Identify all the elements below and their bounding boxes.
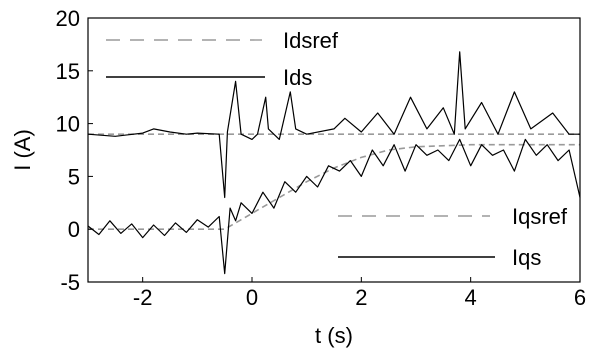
legend-label-idsref: Idsref: [283, 28, 339, 53]
y-tick-label: 20: [56, 6, 80, 31]
series-line-iqsref: [88, 143, 580, 230]
x-tick-label: 2: [355, 285, 367, 310]
y-tick-label: 5: [68, 164, 80, 189]
series-layer: [87, 51, 581, 275]
plot-frame: [87, 17, 581, 283]
x-tick-label: -2: [133, 285, 153, 310]
y-tick-label: 0: [68, 217, 80, 242]
y-axis-label: I (A): [10, 129, 35, 171]
legend-label-ids: Ids: [283, 65, 312, 90]
legend-label-iqs: Iqs: [512, 245, 541, 270]
series-line-ids: [87, 51, 580, 199]
legend-label-iqsref: Iqsref: [512, 204, 568, 229]
x-axis-label: t (s): [315, 323, 353, 348]
x-tick-label: 6: [574, 285, 586, 310]
y-tick-label: -5: [60, 270, 80, 295]
legend-layer: Idsref Ids Iqsref Iqs: [106, 28, 568, 270]
ticks-layer: -2 0 2 4 6 -5 0 5 10 15 20: [56, 6, 587, 310]
y-tick-label: 15: [56, 59, 80, 84]
series-line-iqs: [87, 138, 581, 275]
x-tick-label: 4: [465, 285, 477, 310]
y-tick-label: 10: [56, 112, 80, 137]
x-tick-label: 0: [246, 285, 258, 310]
